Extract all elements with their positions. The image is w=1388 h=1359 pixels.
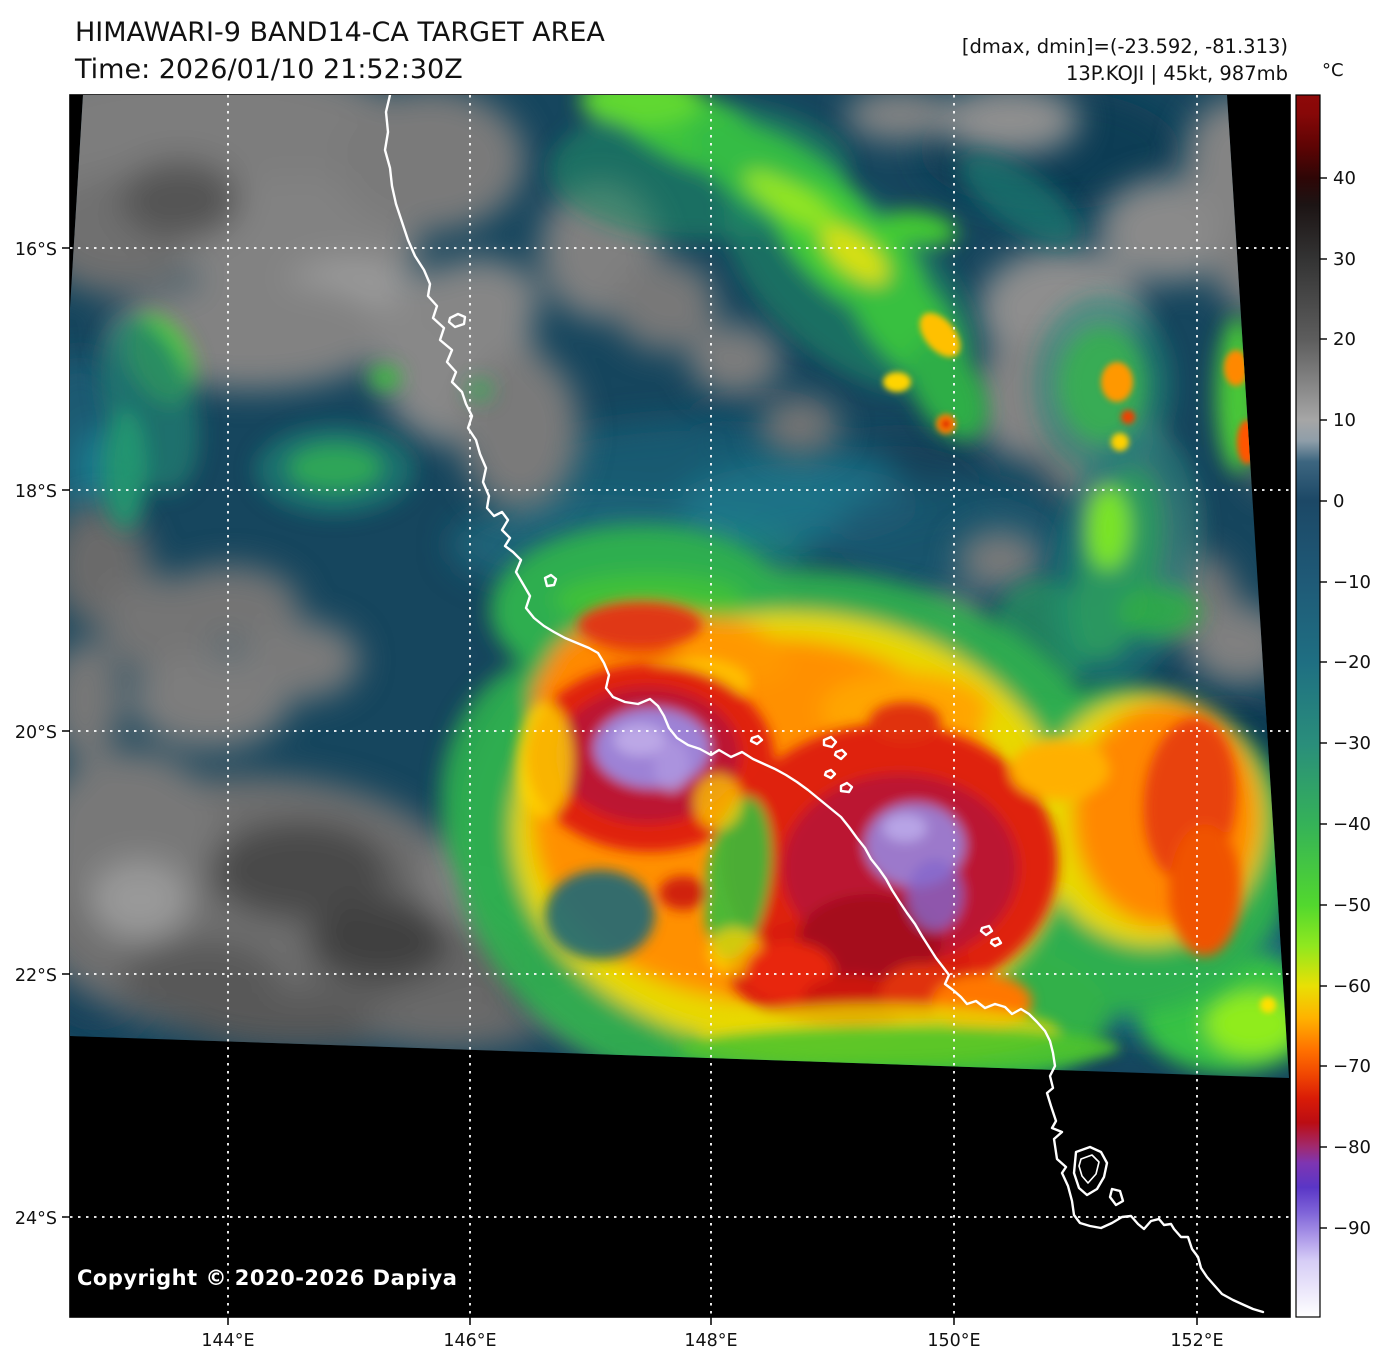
colorbar-labels: 40 30 20 10 0 −10 −20 −30 −40 −50 −60 −7…: [1333, 168, 1371, 1239]
lon-label: 144°E: [201, 1331, 254, 1351]
figure-header: HIMAWARI-9 BAND14-CA TARGET AREA Time: 2…: [75, 14, 605, 88]
cb-tick: −80: [1333, 1137, 1371, 1158]
cb-tick: −30: [1333, 733, 1371, 754]
lat-label: 18°S: [15, 482, 57, 502]
cyclone-cores: [517, 603, 1241, 1070]
cb-tick: −10: [1333, 572, 1371, 593]
satellite-imagery: [70, 95, 1289, 1078]
figure-timestamp: Time: 2026/01/10 21:52:30Z: [75, 54, 463, 85]
cb-tick: 30: [1333, 249, 1356, 270]
cb-tick: −90: [1333, 1218, 1371, 1239]
storm-info: 13P.KOJI | 45kt, 987mb: [1065, 62, 1288, 85]
axis-ticks: [62, 247, 1198, 1325]
copyright-notice: Copyright © 2020-2026 Dapiya: [77, 1266, 458, 1290]
graticule: [70, 95, 1290, 1317]
lat-label: 20°S: [15, 723, 57, 743]
dmax-dmin-readout: [dmax, dmin]=(-23.592, -81.313): [961, 35, 1288, 58]
lon-label: 150°E: [927, 1331, 980, 1351]
coastline: [383, 95, 1265, 1314]
plot-area: [69, 94, 1291, 1318]
cb-tick: 20: [1333, 329, 1356, 350]
latitude-labels: 16°S 18°S 20°S 22°S 24°S: [15, 240, 57, 1229]
cb-tick: 0: [1333, 491, 1344, 512]
lat-label: 16°S: [15, 240, 57, 260]
figure-meta: [dmax, dmin]=(-23.592, -81.313) 13P.KOJI…: [962, 33, 1288, 87]
lon-label: 152°E: [1170, 1331, 1223, 1351]
lat-label: 22°S: [15, 966, 57, 986]
figure-title: HIMAWARI-9 BAND14-CA TARGET AREA: [75, 17, 605, 48]
lat-label: 24°S: [15, 1209, 57, 1229]
cb-tick: −60: [1333, 976, 1371, 997]
longitude-labels: 144°E 146°E 148°E 150°E 152°E: [201, 1331, 1223, 1351]
lon-label: 148°E: [684, 1331, 737, 1351]
cb-tick: −40: [1333, 814, 1371, 835]
cb-tick: −50: [1333, 895, 1371, 916]
cb-tick: −20: [1333, 652, 1371, 673]
cb-tick: 40: [1333, 168, 1356, 189]
cb-tick: −70: [1333, 1056, 1371, 1077]
lon-label: 146°E: [443, 1331, 496, 1351]
colorbar: 40 30 20 10 0 −10 −20 −30 −40 −50 −60 −7…: [1295, 94, 1371, 1318]
cb-tick: 10: [1333, 410, 1356, 431]
colorbar-unit: °C: [1322, 60, 1344, 81]
